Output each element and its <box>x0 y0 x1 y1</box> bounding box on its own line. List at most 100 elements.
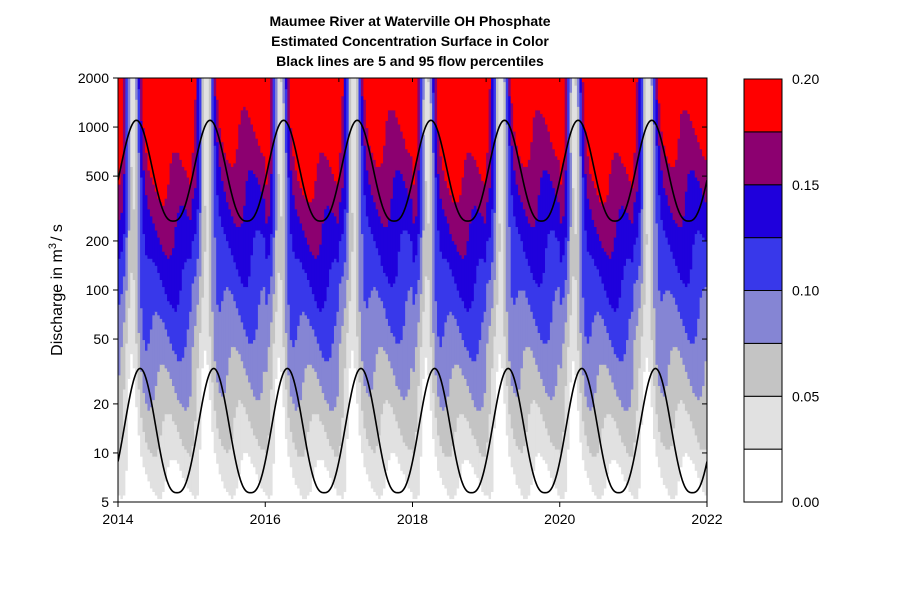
surface-cell <box>140 371 144 418</box>
surface-cell <box>648 371 652 502</box>
surface-cell <box>687 339 691 379</box>
surface-cell <box>145 441 149 475</box>
surface-cell <box>338 494 342 502</box>
surface-cell <box>606 367 610 415</box>
surface-cell <box>216 381 220 429</box>
surface-cell <box>417 78 421 171</box>
surface-cell <box>601 427 605 496</box>
surface-cell <box>682 78 686 111</box>
surface-cell <box>292 477 296 502</box>
surface-cell <box>257 145 261 185</box>
surface-cell <box>466 420 470 461</box>
surface-cell <box>410 198 414 242</box>
surface-cell <box>589 173 593 210</box>
surface-cell <box>368 396 372 447</box>
surface-cell <box>618 399 622 436</box>
concentration-surface <box>118 78 707 502</box>
surface-cell <box>142 392 146 432</box>
surface-cell <box>363 78 367 100</box>
surface-cell <box>633 441 637 500</box>
surface-cell <box>329 445 333 478</box>
surface-cell <box>267 78 271 164</box>
surface-cell <box>189 396 193 457</box>
surface-cell <box>554 487 558 502</box>
surface-cell <box>289 339 293 397</box>
surface-cell <box>284 388 288 439</box>
surface-cell <box>520 240 524 291</box>
surface-cell <box>412 78 416 185</box>
surface-cell <box>319 420 323 461</box>
surface-cell <box>238 123 242 227</box>
surface-cell <box>142 78 146 129</box>
surface-cell <box>589 484 593 502</box>
surface-cell <box>667 290 671 365</box>
surface-cell <box>466 240 470 312</box>
surface-cell <box>400 339 404 397</box>
surface-cell <box>243 367 247 408</box>
surface-cell <box>319 78 323 153</box>
surface-cell <box>596 194 600 235</box>
colorbar-tick-label: 0.00 <box>792 494 819 510</box>
surface-cell <box>434 300 438 376</box>
surface-cell <box>680 357 684 401</box>
surface-cell <box>198 449 203 502</box>
colorbar-segment <box>743 395 783 450</box>
surface-cell <box>579 155 583 333</box>
surface-cell <box>324 300 328 362</box>
surface-cell <box>250 254 254 344</box>
surface-cell <box>535 219 539 284</box>
surface-cell <box>243 328 247 369</box>
surface-cell <box>194 498 198 502</box>
surface-cell <box>257 445 261 482</box>
surface-cell <box>159 434 163 500</box>
surface-cell <box>216 194 220 305</box>
surface-cell <box>198 78 203 213</box>
surface-cell <box>660 169 664 220</box>
surface-cell <box>157 78 161 199</box>
surface-cell <box>697 441 701 478</box>
surface-cell <box>689 169 693 270</box>
surface-cell <box>680 78 684 114</box>
surface-cell <box>331 212 335 263</box>
surface-cell <box>468 392 472 429</box>
surface-cell <box>341 187 345 235</box>
surface-cell <box>422 229 426 312</box>
surface-cell <box>238 353 242 401</box>
surface-cell <box>456 417 460 489</box>
surface-cell <box>289 431 293 468</box>
surface-cell <box>395 385 399 422</box>
surface-cell <box>466 459 470 502</box>
surface-cell <box>395 78 399 118</box>
surface-cell <box>152 184 156 224</box>
surface-cell <box>684 78 688 111</box>
surface-cell <box>233 261 237 302</box>
surface-cell <box>321 222 325 309</box>
surface-cell <box>132 367 136 502</box>
surface-cell <box>287 78 291 125</box>
surface-cell <box>692 78 696 129</box>
surface-cell <box>213 95 217 146</box>
surface-cell <box>579 441 583 502</box>
surface-cell <box>162 78 166 206</box>
surface-cell <box>451 498 455 502</box>
surface-cell <box>513 438 517 475</box>
surface-cell <box>665 155 669 196</box>
surface-cell <box>687 456 691 502</box>
surface-cell <box>370 233 374 291</box>
surface-cell <box>135 406 139 502</box>
surface-cell <box>468 427 472 464</box>
surface-cell <box>331 173 335 213</box>
surface-cell <box>147 343 151 411</box>
surface-cell <box>608 413 612 464</box>
surface-cell <box>540 456 544 502</box>
surface-cell <box>626 212 630 259</box>
surface-cell <box>299 456 303 496</box>
surface-cell <box>294 258 298 341</box>
surface-cell <box>444 406 448 457</box>
surface-cell <box>564 279 568 323</box>
surface-cell <box>368 184 372 227</box>
surface-cell <box>478 452 482 485</box>
surface-cell <box>331 484 335 502</box>
surface-cell <box>608 463 612 502</box>
surface-cell <box>493 78 497 213</box>
